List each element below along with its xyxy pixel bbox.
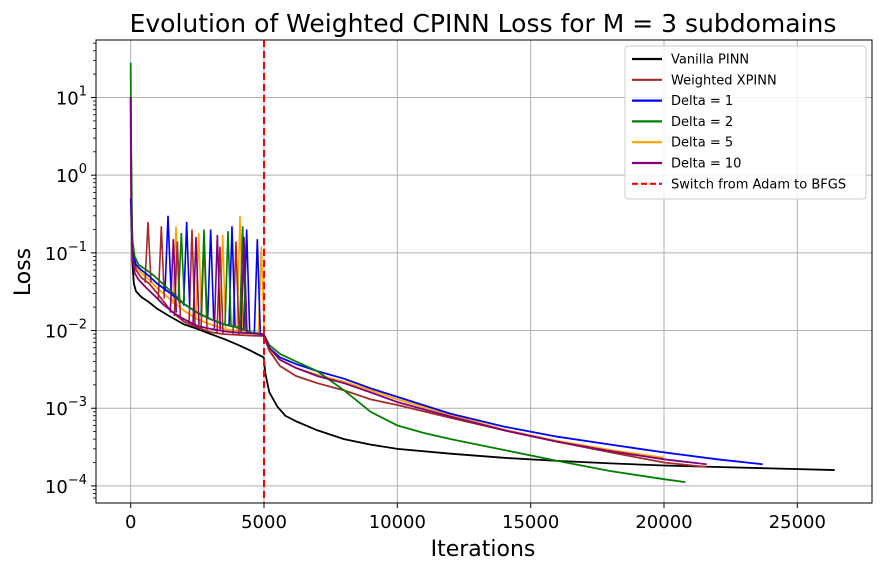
legend-box — [624, 45, 867, 200]
series-spike-delta-2 — [177, 232, 186, 302]
series-spike-delta-10 — [169, 239, 178, 313]
y-tick-label: 101 — [56, 84, 87, 109]
series-delta-2 — [129, 62, 686, 483]
series-delta-10 — [129, 97, 707, 466]
series-spike-delta-2 — [238, 226, 247, 330]
series-weighted-xpinn — [129, 120, 707, 468]
series-line-vanilla-pinn — [129, 97, 835, 471]
series-spike-delta-1 — [182, 221, 191, 306]
x-tick-label: 10000 — [369, 512, 426, 533]
y-tick-label: 10−3 — [45, 395, 87, 420]
y-tick-label: 10−4 — [45, 473, 87, 498]
plot-frame — [95, 39, 873, 504]
legend-label-delta-5: Delta = 5 — [671, 136, 733, 151]
series-spike-delta-2 — [224, 231, 232, 326]
legend-label-vanilla-pinn: Vanilla PINN — [671, 53, 749, 68]
legend-label-switch-from-adam-to-bfgs: Switch from Adam to BFGS — [671, 177, 846, 192]
series-spike-delta-10 — [192, 236, 200, 326]
legend: Vanilla PINN Weighted XPINN Delta = 1 Delta… — [624, 45, 867, 200]
series-line-weighted-xpinn — [129, 120, 707, 468]
series-spike-delta-5 — [172, 226, 180, 305]
x-tick-label: 5000 — [241, 512, 287, 533]
series-vanilla-pinn — [129, 97, 835, 471]
series-spike-weighted-xpinn — [216, 246, 224, 334]
x-tick-label: 0 — [125, 512, 136, 533]
y-tick-label: 100 — [56, 162, 87, 187]
series-line-delta-10 — [129, 97, 707, 466]
x-tick-label: 25000 — [769, 512, 826, 533]
series-spike-weighted-xpinn — [144, 221, 152, 283]
series-spike-delta-10 — [240, 236, 248, 334]
series-spike-delta-2 — [200, 229, 208, 316]
chart-title: Evolution of Weighted CPINN Loss for M =… — [130, 9, 837, 38]
y-axis-ticks: 10−4 10−3 10−2 10−1 100 101 — [45, 42, 96, 499]
series-spike-weighted-xpinn — [157, 226, 166, 299]
legend-label-delta-10: Delta = 10 — [671, 157, 741, 172]
series-spike-delta-5 — [194, 232, 203, 320]
legend-label-delta-1: Delta = 1 — [671, 94, 733, 109]
series-layer — [129, 62, 835, 483]
series-spike-delta-1 — [206, 229, 215, 320]
y-axis-label: Loss — [11, 248, 36, 296]
series-line-delta-2 — [129, 62, 686, 483]
series-spike-delta-10 — [213, 234, 222, 331]
series-spike-delta-1 — [164, 215, 172, 292]
y-tick-label: 10−2 — [45, 318, 87, 343]
legend-label-delta-2: Delta = 2 — [671, 115, 733, 130]
x-axis-ticks: 0 5000 10000 15000 20000 25000 — [125, 503, 826, 533]
x-tick-label: 20000 — [635, 512, 692, 533]
x-axis-label: Iterations — [431, 537, 536, 562]
series-spike-delta-5 — [218, 234, 227, 329]
series-spike-delta-1 — [253, 239, 262, 334]
legend-label-weighted-xpinn: Weighted XPINN — [671, 73, 777, 88]
x-tick-label: 15000 — [502, 512, 559, 533]
y-tick-label: 10−1 — [45, 240, 87, 265]
